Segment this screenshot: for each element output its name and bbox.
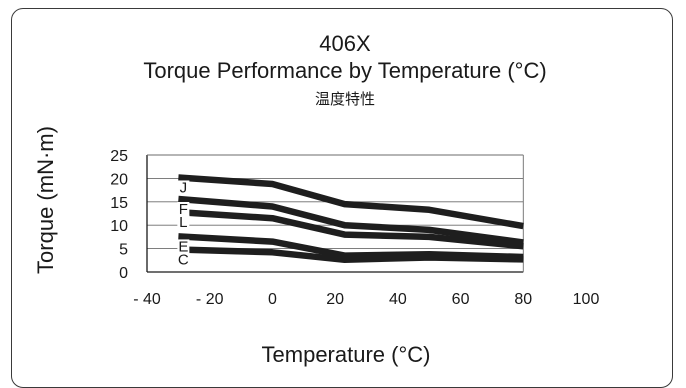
series-label-bg-L: [177, 215, 190, 230]
series-label-bg-E: [177, 239, 190, 254]
torque-temperature-chart: 406X Torque Performance by Temperature (…: [33, 31, 599, 367]
series-label-L: L: [179, 214, 187, 231]
y-tick-label: 20: [110, 171, 128, 188]
tick-layer: - 40 - 20 0 20 40 60 80 100 0 5 10 15 20 25: [110, 148, 599, 308]
x-tick-label: - 20: [196, 291, 224, 308]
x-tick-label: 80: [514, 291, 532, 308]
series-label-bg-C: [177, 252, 190, 267]
y-tick-label: 10: [110, 218, 128, 235]
y-axis-label: Torque (mN·m): [33, 126, 58, 274]
series-line-J: [178, 174, 524, 230]
y-tick-label: 25: [110, 148, 128, 165]
x-axis-label: Temperature (°C): [262, 342, 431, 367]
series-layer: [178, 174, 524, 264]
y-tick-label: 5: [119, 242, 128, 259]
series-line-L: [178, 208, 524, 250]
series-label-bg-J: [177, 180, 190, 195]
chart-frame: [11, 8, 673, 388]
x-tick-label: 0: [268, 291, 277, 308]
series-label-J: J: [180, 179, 188, 196]
series-label-C: C: [178, 252, 189, 269]
y-tick-label: 0: [119, 265, 128, 282]
x-tick-label: - 40: [133, 291, 161, 308]
chart-subtitle: Torque Performance by Temperature (°C): [143, 58, 546, 83]
chart-subtitle-japanese: 温度特性: [315, 91, 375, 108]
x-tick-label: 20: [326, 291, 344, 308]
series-line-C: [178, 246, 524, 264]
series-line-F: [178, 195, 524, 246]
y-tick-label: 15: [110, 195, 128, 212]
series-label-bg-F: [177, 201, 190, 216]
x-tick-label: 40: [389, 291, 407, 308]
chart-title: 406X: [319, 31, 371, 56]
series-label-F: F: [179, 201, 188, 218]
x-tick-label: 100: [573, 291, 600, 308]
series-label-E: E: [178, 238, 188, 255]
x-tick-label: 60: [452, 291, 470, 308]
